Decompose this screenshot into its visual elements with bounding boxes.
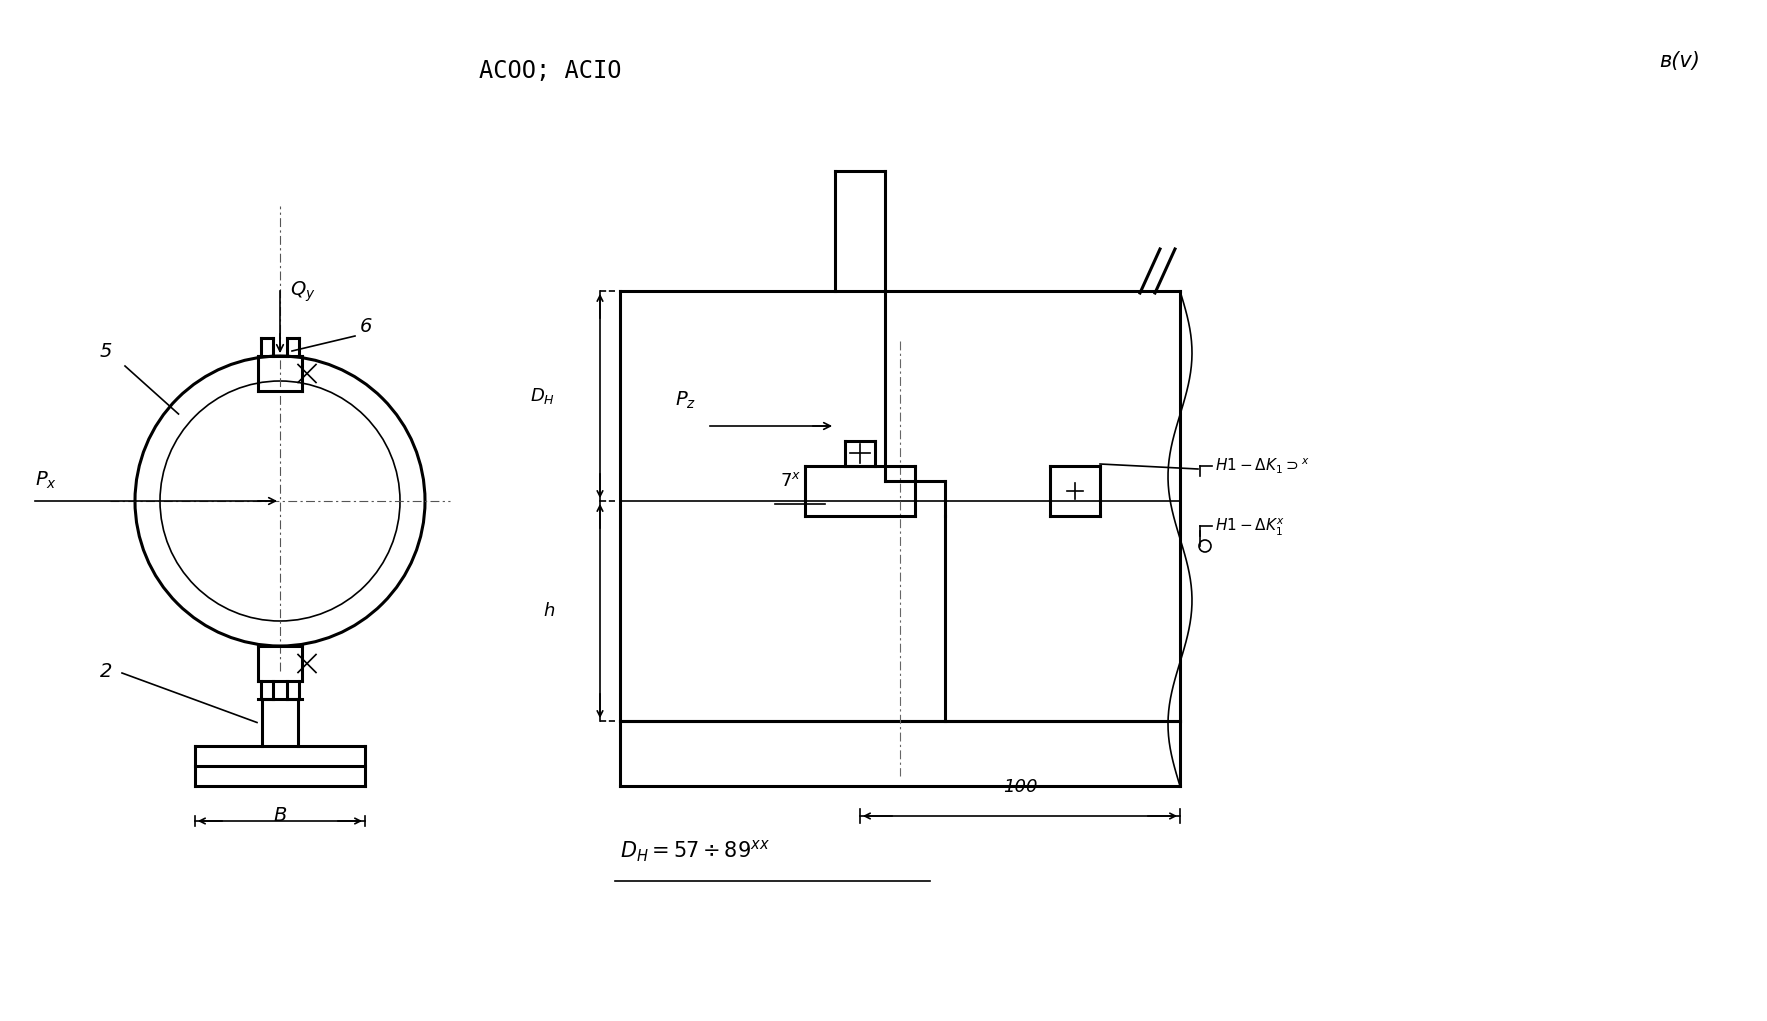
Text: 2: 2 bbox=[101, 662, 113, 681]
Text: $H1-\Delta K_1\supset^x$: $H1-\Delta K_1\supset^x$ bbox=[1216, 456, 1309, 476]
Text: $h$: $h$ bbox=[542, 602, 555, 620]
Text: 100: 100 bbox=[1002, 778, 1037, 796]
Text: в(v): в(v) bbox=[1659, 51, 1700, 71]
Text: 6: 6 bbox=[360, 317, 373, 336]
Text: $P_x$: $P_x$ bbox=[35, 470, 57, 491]
Text: $D_H = 57 \div 89^{xx}$: $D_H = 57 \div 89^{xx}$ bbox=[620, 838, 770, 864]
Text: 5: 5 bbox=[101, 342, 113, 361]
Text: $Q_y$: $Q_y$ bbox=[290, 280, 316, 304]
Text: ACOO; ACIO: ACOO; ACIO bbox=[479, 59, 622, 83]
Text: $P_z$: $P_z$ bbox=[675, 390, 696, 411]
Text: $7^x$: $7^x$ bbox=[779, 472, 800, 490]
Text: B: B bbox=[274, 806, 286, 825]
Text: $H1-\Delta K_1^x$: $H1-\Delta K_1^x$ bbox=[1216, 517, 1285, 537]
Text: $D_H$: $D_H$ bbox=[530, 386, 555, 406]
